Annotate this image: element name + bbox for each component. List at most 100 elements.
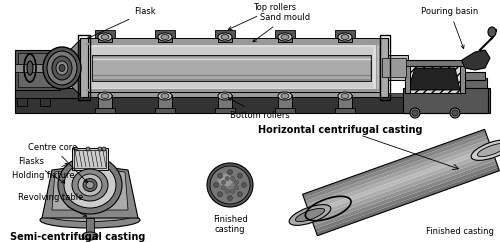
Bar [85,40,380,95]
Bar [158,95,172,110]
Ellipse shape [450,108,460,118]
Ellipse shape [43,47,81,89]
Bar [405,65,465,93]
Ellipse shape [218,173,222,178]
Ellipse shape [226,189,230,194]
Bar [40,98,50,106]
Bar [155,30,175,38]
Ellipse shape [452,110,458,116]
Ellipse shape [214,182,218,188]
Ellipse shape [74,147,78,151]
Bar [425,72,485,80]
Ellipse shape [412,110,418,116]
Bar [275,30,295,38]
Ellipse shape [47,51,77,85]
Ellipse shape [158,33,172,41]
Ellipse shape [281,93,289,98]
Text: Semi-centrifugal casting: Semi-centrifugal casting [10,232,145,242]
Text: Top rollers: Top rollers [228,3,296,30]
Ellipse shape [158,92,172,100]
Bar [155,108,175,113]
Text: Horizontal centrifugal casting: Horizontal centrifugal casting [258,125,422,135]
Bar [215,30,235,38]
Polygon shape [309,147,492,215]
Bar [278,36,292,42]
Polygon shape [462,50,490,70]
Bar [335,108,355,113]
Polygon shape [408,68,460,90]
Ellipse shape [230,189,234,193]
Ellipse shape [242,182,246,188]
Bar [338,36,352,42]
Ellipse shape [72,169,108,201]
Bar [15,50,60,90]
Polygon shape [302,129,486,198]
Text: Centre core: Centre core [28,143,88,182]
Bar [215,108,235,113]
Bar [80,38,88,97]
Bar [87,44,376,91]
Bar [380,55,408,80]
Ellipse shape [218,174,232,186]
Bar [92,55,371,81]
Bar [335,30,355,38]
Ellipse shape [40,212,140,228]
Bar [382,58,406,77]
Ellipse shape [218,92,232,100]
Ellipse shape [52,56,72,80]
Polygon shape [305,136,488,205]
Polygon shape [60,40,80,95]
Polygon shape [312,157,496,225]
Ellipse shape [222,186,226,190]
Bar [415,78,487,90]
Polygon shape [316,167,500,236]
Bar [74,150,106,168]
Bar [15,95,410,113]
Bar [338,95,352,110]
Ellipse shape [341,35,349,39]
Ellipse shape [54,53,66,83]
Text: Revolving table: Revolving table [18,194,86,216]
Ellipse shape [51,48,69,88]
Bar [158,36,172,42]
Polygon shape [306,140,490,208]
Bar [72,148,108,170]
Text: Bottom rollers: Bottom rollers [228,98,290,120]
Bar [93,57,370,79]
Ellipse shape [234,186,238,190]
Text: Finished casting: Finished casting [426,227,494,236]
Ellipse shape [101,35,109,39]
Ellipse shape [222,180,226,184]
Ellipse shape [338,33,352,41]
Ellipse shape [210,166,250,204]
Bar [83,92,382,97]
Ellipse shape [238,173,242,178]
Ellipse shape [228,169,232,174]
Bar [83,38,382,43]
Ellipse shape [278,92,292,100]
Ellipse shape [221,93,229,98]
Ellipse shape [410,108,420,118]
Bar [98,36,112,42]
Bar [380,35,390,100]
Ellipse shape [471,140,500,160]
Ellipse shape [226,177,230,181]
Bar [218,36,232,42]
Ellipse shape [341,93,349,98]
Polygon shape [315,164,498,232]
Ellipse shape [278,33,292,41]
Ellipse shape [218,33,232,41]
Ellipse shape [228,196,232,201]
Ellipse shape [478,143,500,157]
Ellipse shape [59,65,65,71]
Ellipse shape [56,61,68,75]
Bar [86,218,94,236]
Bar [95,30,115,38]
Ellipse shape [82,232,98,240]
Polygon shape [42,165,138,218]
Text: Flask: Flask [88,8,156,38]
Bar [15,64,63,72]
Ellipse shape [102,147,106,151]
Ellipse shape [234,180,238,184]
Ellipse shape [83,179,97,191]
